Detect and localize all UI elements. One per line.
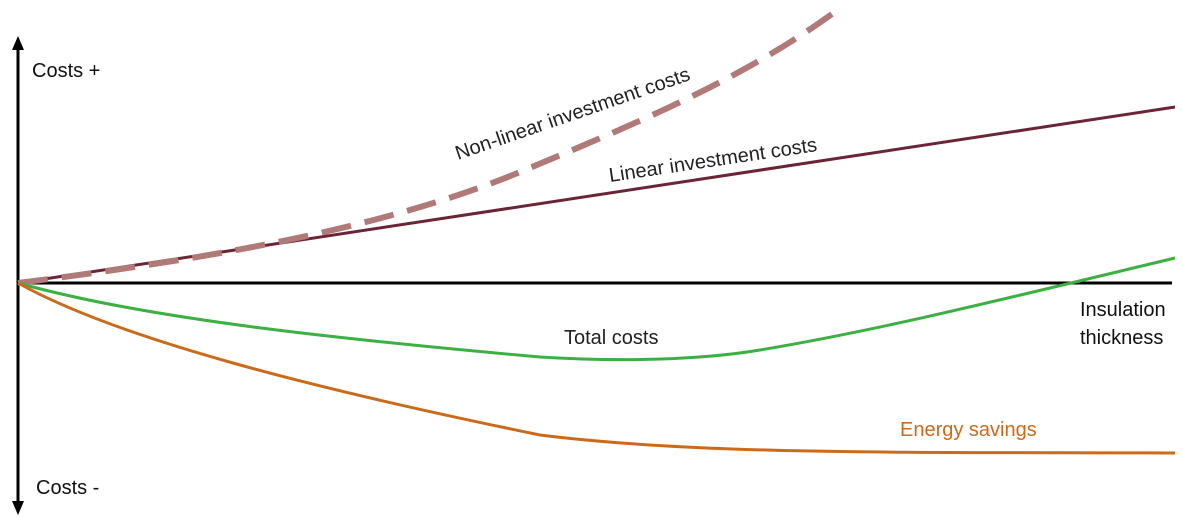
label-total-costs: Total costs bbox=[564, 327, 658, 349]
curve-linear-investment bbox=[17, 105, 1176, 285]
curve-nonlinear-investment bbox=[17, 11, 834, 286]
y-axis-arrow-bottom bbox=[12, 501, 24, 515]
y-axis-top-label: Costs + bbox=[32, 60, 100, 82]
curve-energy-savings bbox=[17, 281, 1176, 455]
x-axis-label-line2: thickness bbox=[1080, 327, 1163, 349]
x-axis-label-line1: Insulation bbox=[1080, 299, 1166, 321]
label-linear-investment: Linear investment costs bbox=[607, 134, 818, 187]
y-axis-arrow-top bbox=[12, 36, 24, 50]
y-axis-bottom-label: Costs - bbox=[36, 477, 99, 499]
label-energy-savings: Energy savings bbox=[900, 419, 1037, 441]
curve-total-costs bbox=[17, 256, 1176, 362]
